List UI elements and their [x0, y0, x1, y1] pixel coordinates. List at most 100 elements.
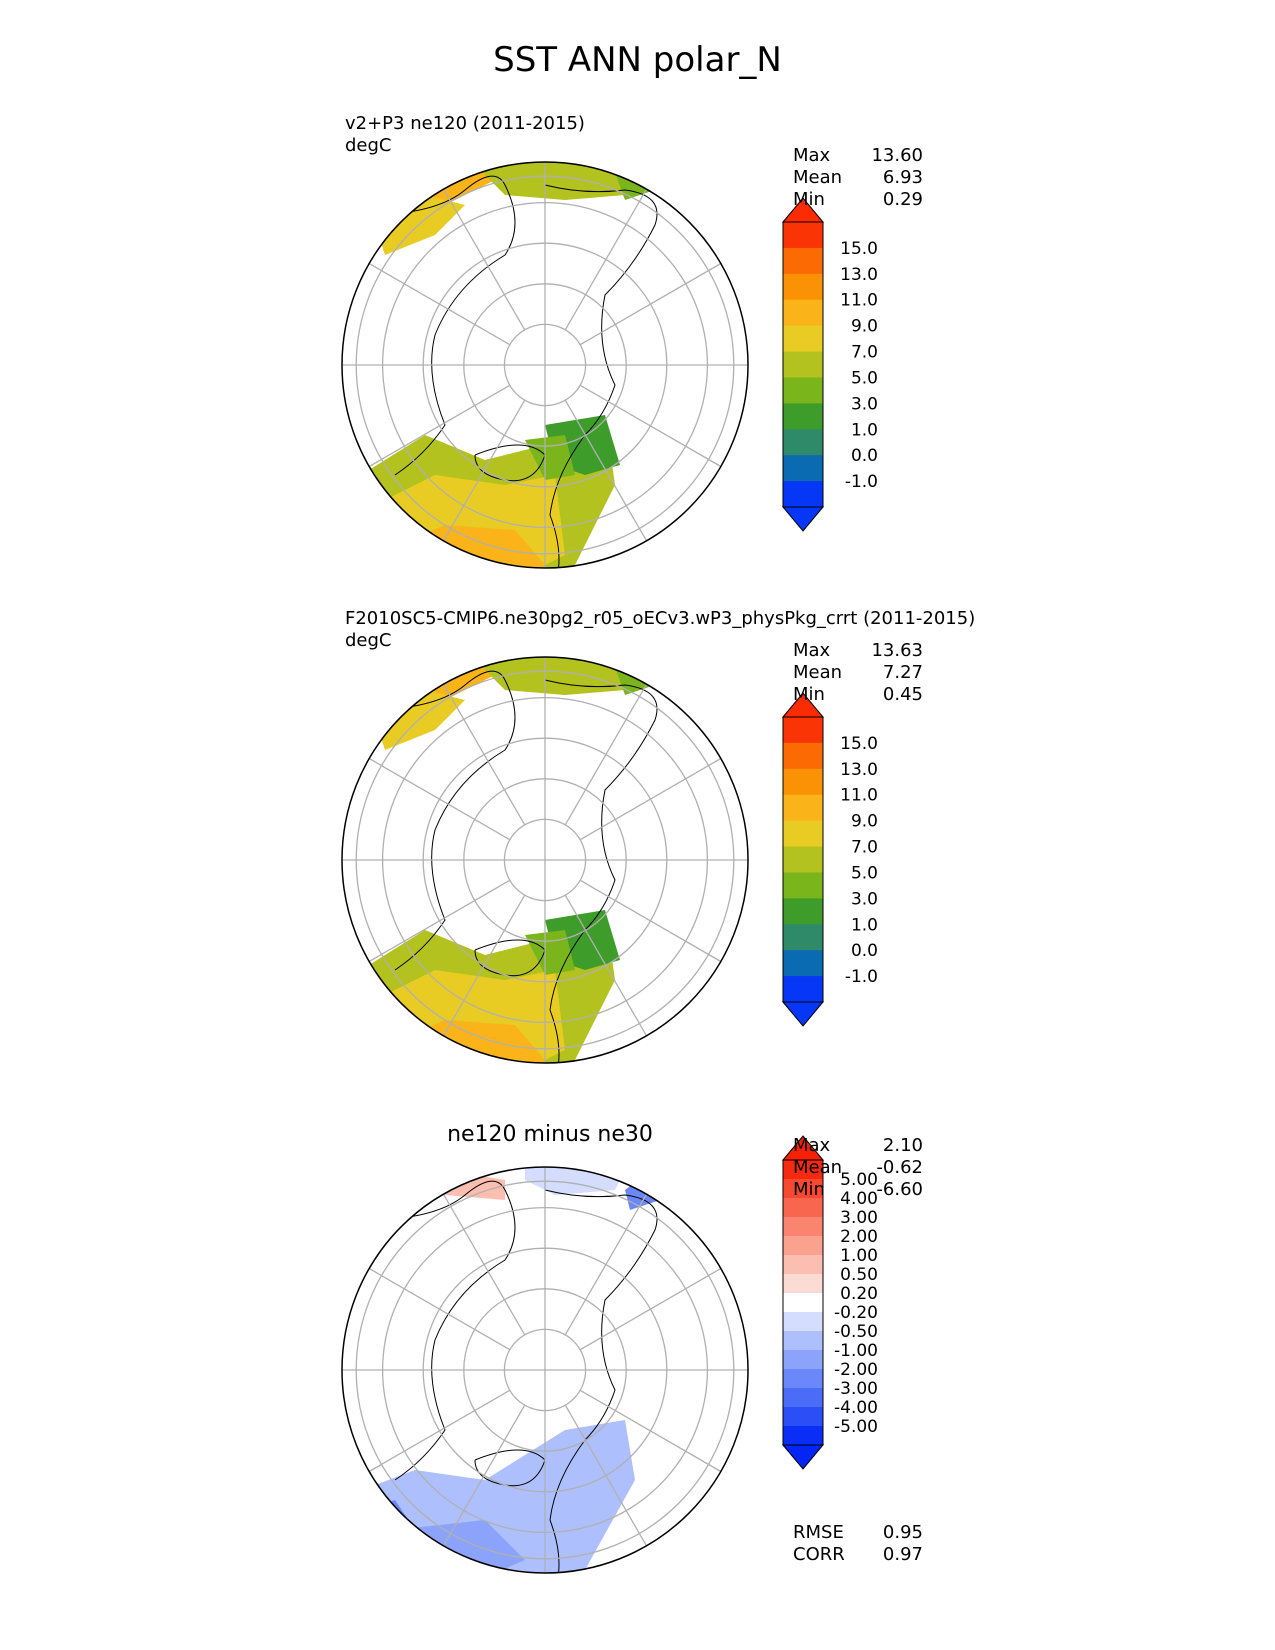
- colorbar-swatch: [783, 1350, 823, 1370]
- colorbar-swatch: [783, 429, 823, 456]
- meridian-8: [368, 384, 511, 468]
- colorbar-tick-label: 7.0: [851, 343, 878, 363]
- colorbar-frame: [782, 716, 824, 1003]
- meridian-7: [442, 894, 526, 1037]
- meridian-4: [579, 879, 722, 963]
- pacific-mid2: [375, 690, 465, 750]
- panel-difference: ne120 minus ne30 5.00 4.00 3.00 2.00 1.00 0.5…: [0, 1100, 1275, 1600]
- colorbar-tick-label: 9.0: [851, 812, 878, 832]
- colorbar-swatch: [783, 1388, 823, 1408]
- panel-title: ne120 minus ne30: [447, 1122, 653, 1147]
- panel-units: degC: [345, 135, 392, 156]
- colorbar-swatch: [783, 924, 823, 951]
- stat-mean: Mean 6.93: [793, 167, 923, 188]
- colorbar-swatch: [783, 481, 823, 508]
- pacific-neg: [525, 1167, 635, 1195]
- colorbar-tick-label: 9.0: [851, 317, 878, 337]
- colorbar-tick-label: -5.00: [834, 1417, 878, 1437]
- colorbar-tick-label: 11.0: [840, 786, 878, 806]
- colorbar-swatch: [783, 247, 823, 275]
- sst-field: [342, 1167, 665, 1573]
- meridian-1: [564, 188, 648, 331]
- graticule: [342, 657, 748, 1063]
- meridian-2: [579, 1267, 722, 1351]
- colorbar-swatch: [783, 1236, 823, 1256]
- colorbar-swatch: [783, 299, 823, 327]
- stats-box: Max 13.60 Mean 6.93 Min 0.29: [793, 145, 923, 211]
- coast-america: [364, 1180, 516, 1481]
- colorbar-tick-label: 0.20: [840, 1284, 878, 1304]
- meridian-8: [368, 879, 511, 963]
- meridian-10: [368, 1267, 511, 1351]
- panel-test: v2+P3 ne120 (2011-2015) degC 15.0 13.0 11.…: [0, 110, 1275, 590]
- colorbar-swatch: [783, 1217, 823, 1237]
- stats-box: Max 13.63 Mean 7.27 Min 0.45: [793, 640, 923, 706]
- stat-max: Max 2.10: [793, 1135, 923, 1156]
- polar-map: 5.004.003.002.001.000.500.20-0.20-0.50-1…: [341, 1135, 878, 1574]
- stat-min: Min -6.60: [793, 1179, 923, 1200]
- colorbar-tick-label: -1.0: [845, 967, 878, 987]
- colorbar-swatch: [783, 1255, 823, 1275]
- graticule: [342, 162, 748, 568]
- atlantic-warm: [375, 525, 545, 568]
- colorbar-tick-label: 3.0: [851, 889, 878, 909]
- graticule: [342, 1167, 748, 1573]
- meridian-10: [368, 262, 511, 346]
- meridian-5: [564, 1404, 648, 1547]
- pacific-mid: [475, 657, 625, 695]
- colorbar-swatch: [783, 717, 823, 744]
- coast-eurasia: [544, 184, 658, 568]
- colorbar: 15.0 13.0 11.0 9.0 7.0 5.0 3.0 1.0 0.0 -1.0: [781, 692, 878, 1027]
- colorbar-swatch: [783, 1331, 823, 1351]
- panel-units: degC: [345, 630, 392, 651]
- panel-title-text: v2+P3 ne120 (2011-2015): [345, 113, 585, 134]
- stat-mean: Mean -0.62: [793, 1157, 923, 1178]
- colorbar-tick-label: 0.50: [840, 1265, 878, 1285]
- colorbar-tick-label: 5.00: [840, 1170, 878, 1190]
- colorbar-tick-label: 3.00: [840, 1208, 878, 1228]
- atlantic-warm: [375, 1020, 545, 1063]
- colorbar-swatch: [783, 1312, 823, 1332]
- colorbar-tick-label: -0.50: [834, 1322, 878, 1342]
- colorbar-tick-label: 5.0: [851, 368, 878, 388]
- colorbar-swatch: [783, 455, 823, 482]
- meridian-5: [564, 894, 648, 1037]
- colorbar: 15.0 13.0 11.0 9.0 7.0 5.0 3.0 1.0 0.0 -1.0: [781, 197, 878, 532]
- colorbar-swatch: [783, 351, 823, 378]
- colorbar-tick-label: -1.0: [845, 472, 878, 492]
- colorbar-tick-label: 5.0: [851, 863, 878, 883]
- colorbar-tick-label: 13.0: [840, 265, 878, 285]
- colorbar-tick-label: 0.0: [851, 941, 878, 961]
- colorbar-tick-label: 2.00: [840, 1227, 878, 1247]
- colorbar-frame: [782, 1159, 824, 1446]
- pacific-mid: [475, 162, 625, 200]
- colorbar-tick-label: 15.0: [840, 239, 878, 259]
- meridian-11: [442, 683, 526, 826]
- panel-reference: F2010SC5-CMIP6.ne30pg2_r05_oECv3.wP3_phy…: [0, 605, 1275, 1085]
- coast-eurasia: [544, 679, 658, 1063]
- metrics-box: RMSE 0.95 CORR 0.97: [793, 1522, 923, 1566]
- polar-map: 15.0 13.0 11.0 9.0 7.0 5.0 3.0 1.0 0.0 -1.0: [341, 161, 878, 569]
- colorbar-tick-label: 4.00: [840, 1189, 878, 1209]
- colorbar-tick-label: -3.00: [834, 1379, 878, 1399]
- meridian-4: [579, 384, 722, 468]
- panel-title-text: F2010SC5-CMIP6.ne30pg2_r05_oECv3.wP3_phy…: [345, 608, 976, 629]
- colorbar-frame: [782, 221, 824, 508]
- colorbar-extend-min: [781, 1001, 825, 1027]
- colorbar-tick-label: 0.0: [851, 446, 878, 466]
- colorbar-swatch: [783, 742, 823, 770]
- map-boundary: [341, 1166, 749, 1574]
- colorbar-tick-label: 13.0: [840, 760, 878, 780]
- polar-map: 15.0 13.0 11.0 9.0 7.0 5.0 3.0 1.0 0.0 -1.0: [341, 656, 878, 1064]
- colorbar-swatch: [783, 950, 823, 977]
- colorbar-swatch: [783, 976, 823, 1003]
- map-boundary: [341, 161, 749, 569]
- map-boundary: [341, 656, 749, 1064]
- colorbar-swatch: [783, 377, 823, 404]
- colorbar-swatch: [783, 1179, 823, 1199]
- colorbar-extend-min: [781, 1444, 825, 1470]
- meridian-11: [442, 1193, 526, 1336]
- stat-max: Max 13.60: [793, 145, 923, 166]
- colorbar: 5.004.003.002.001.000.500.20-0.20-0.50-1…: [781, 1135, 878, 1470]
- stat-max: Max 13.63: [793, 640, 923, 661]
